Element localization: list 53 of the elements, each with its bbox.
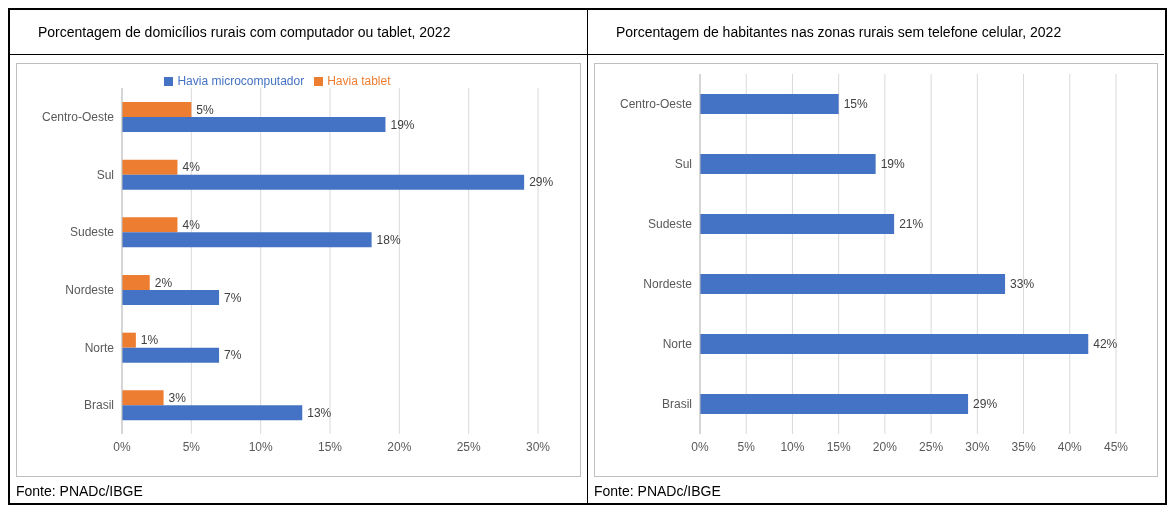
data-label: 2% xyxy=(154,275,173,290)
x-tick-label: 20% xyxy=(387,439,412,454)
y-tick-label: Sudeste xyxy=(647,217,693,232)
data-label: 18% xyxy=(376,233,401,248)
data-label: 5% xyxy=(196,102,215,117)
chart-title: Porcentagem de habitantes nas zonas rurais sem telefone celular, 2022 xyxy=(588,10,1164,55)
data-label: 42% xyxy=(1093,337,1118,352)
y-tick-label: Nordeste xyxy=(643,277,693,292)
y-tick-label: Brasil xyxy=(83,398,114,413)
data-label: 29% xyxy=(529,175,554,190)
y-tick-label: Centro-Oeste xyxy=(41,110,115,125)
data-label: 4% xyxy=(182,160,201,175)
x-tick-label: 10% xyxy=(248,439,273,454)
x-tick-label: 20% xyxy=(872,439,898,454)
x-tick-label: 0% xyxy=(691,439,709,454)
x-tick-label: 5% xyxy=(182,439,201,454)
x-tick-label: 45% xyxy=(1103,439,1129,454)
x-tick-label: 30% xyxy=(965,439,990,454)
x-tick-label: 35% xyxy=(1011,439,1036,454)
x-tick-label: 15% xyxy=(317,439,343,454)
x-tick-label: 15% xyxy=(826,439,851,454)
x-tick-label: 25% xyxy=(919,439,944,454)
source-note: Fonte: PNADc/IBGE xyxy=(593,482,722,501)
y-tick-label: Centro-Oeste xyxy=(619,97,693,112)
x-tick-label: 5% xyxy=(737,439,756,454)
data-label: 4% xyxy=(182,218,201,233)
data-label: 19% xyxy=(880,157,905,172)
data-label: 13% xyxy=(307,406,332,421)
y-tick-label: Sudeste xyxy=(69,225,115,240)
x-tick-label: 40% xyxy=(1057,439,1083,454)
legend-label: Havia microcomputador xyxy=(177,74,305,88)
x-tick-label: 25% xyxy=(456,439,481,454)
y-tick-label: Norte xyxy=(84,340,115,355)
x-tick-label: 10% xyxy=(780,439,805,454)
y-tick-label: Nordeste xyxy=(65,283,115,298)
data-label: 21% xyxy=(899,217,924,232)
source-note: Fonte: PNADc/IBGE xyxy=(15,482,144,501)
data-label: 7% xyxy=(224,290,242,305)
y-tick-label: Brasil xyxy=(661,397,692,412)
data-label: 29% xyxy=(973,397,998,412)
data-label: 3% xyxy=(168,391,187,406)
data-label: 1% xyxy=(140,333,159,348)
y-tick-label: Sul xyxy=(96,167,114,182)
data-label: 33% xyxy=(1010,277,1035,292)
legend-label: Havia tablet xyxy=(327,74,391,88)
data-label: 7% xyxy=(224,348,242,363)
y-tick-label: Norte xyxy=(662,337,693,352)
data-label: 15% xyxy=(843,97,869,112)
x-tick-label: 30% xyxy=(525,439,551,454)
y-tick-label: Sul xyxy=(674,157,692,172)
chart-title: Porcentagem de domicílios rurais com computador ou tablet, 2022 xyxy=(10,10,587,55)
data-label: 19% xyxy=(390,117,415,132)
x-tick-label: 0% xyxy=(113,439,131,454)
